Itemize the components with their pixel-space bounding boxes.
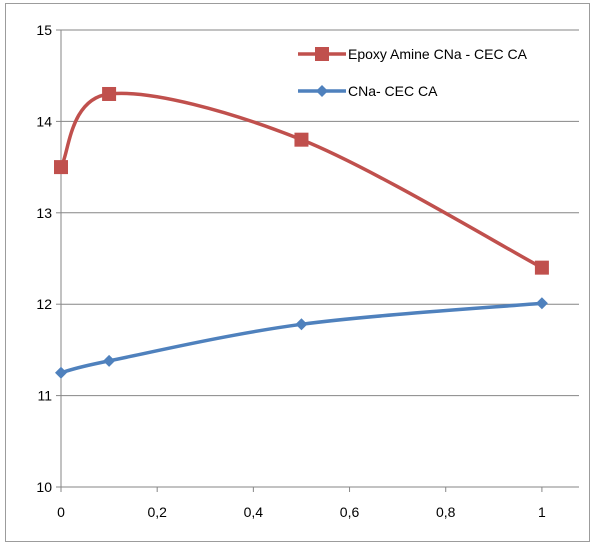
series-1-point-3 [535,297,548,310]
x-tick-label-1: 0,2 [147,504,167,520]
axes: 10 11 12 13 14 15 0 0,2 0,4 0,6 0,8 1 [36,22,579,520]
legend: Epoxy Amine CNa - CEC CA CNa- CEC CA [298,46,528,99]
y-tick-label-1: 11 [37,388,52,404]
legend-marker-1 [316,85,328,97]
legend-label-0: Epoxy Amine CNa - CEC CA [348,46,528,62]
series-line-0 [59,91,543,270]
x-tick-label-2: 0,4 [244,504,264,520]
legend-label-1: CNa- CEC CA [348,83,438,99]
series-0-point-3 [534,260,549,275]
series-layer [54,86,549,379]
series-0-point-2 [294,132,309,147]
y-tick-label-5: 15 [36,22,52,38]
x-tick-label-0: 0 [57,504,65,520]
series-0-point-0 [54,160,68,175]
x-tick-label-3: 0,6 [340,504,360,520]
y-tick-label-0: 10 [36,479,52,495]
y-tick-label-2: 12 [36,296,52,312]
legend-marker-0 [315,47,329,61]
series-0-point-1 [102,86,117,101]
series-1-point-0 [55,366,67,379]
y-tick-label-4: 14 [36,113,52,129]
series-line-1 [60,301,543,375]
x-tick-label-5: 1 [538,504,546,520]
x-tick-label-4: 0,8 [436,504,456,520]
series-1-point-1 [103,354,116,367]
gridlines [61,29,579,397]
series-1-point-2 [295,318,308,331]
y-tick-label-3: 13 [36,205,52,221]
